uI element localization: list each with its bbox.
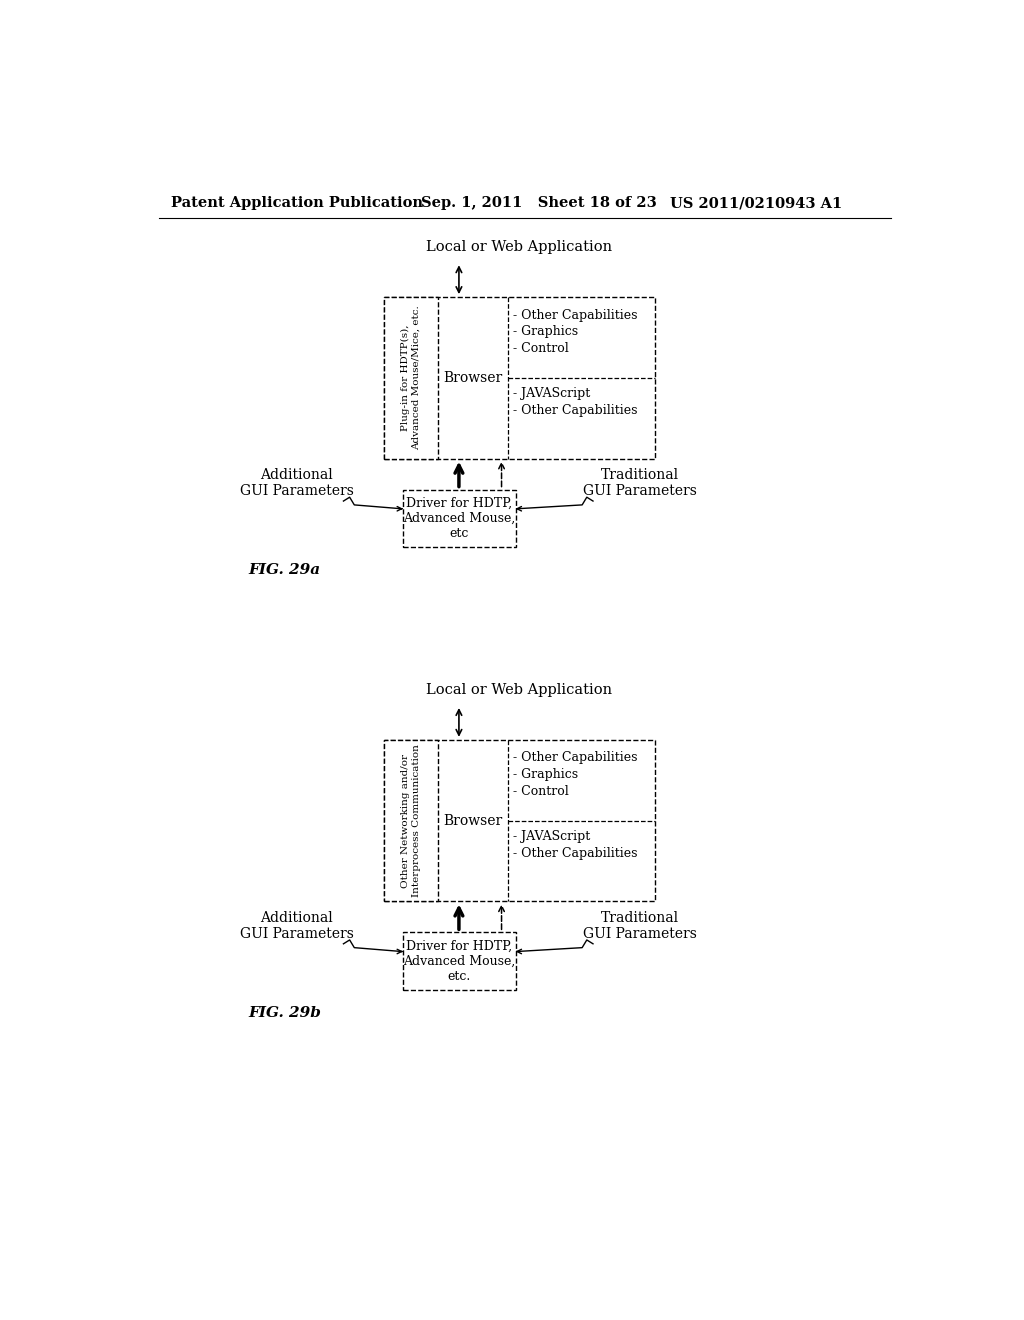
Text: US 2011/0210943 A1: US 2011/0210943 A1 bbox=[671, 197, 843, 210]
Text: Browser: Browser bbox=[443, 371, 503, 385]
Bar bbox=[403, 490, 515, 548]
Text: Local or Web Application: Local or Web Application bbox=[426, 682, 612, 697]
Text: Plug-in for HDTP(s),
Advanced Mouse/Mice, etc.: Plug-in for HDTP(s), Advanced Mouse/Mice… bbox=[401, 305, 421, 450]
Text: - Control: - Control bbox=[513, 785, 569, 799]
Text: - Graphics: - Graphics bbox=[513, 326, 579, 338]
Text: - JAVAScript: - JAVAScript bbox=[513, 387, 591, 400]
Bar bbox=[384, 739, 655, 902]
Text: - Other Capabilities: - Other Capabilities bbox=[513, 404, 638, 417]
Text: Additional
GUI Parameters: Additional GUI Parameters bbox=[240, 911, 354, 941]
Bar bbox=[384, 297, 655, 459]
Text: Browser: Browser bbox=[443, 813, 503, 828]
Bar bbox=[384, 739, 438, 902]
Text: Driver for HDTP,
Advanced Mouse,
etc.: Driver for HDTP, Advanced Mouse, etc. bbox=[403, 940, 515, 982]
Bar bbox=[403, 932, 515, 990]
Text: FIG. 29b: FIG. 29b bbox=[248, 1006, 321, 1020]
Text: Traditional
GUI Parameters: Traditional GUI Parameters bbox=[583, 469, 696, 498]
Text: - Other Capabilities: - Other Capabilities bbox=[513, 847, 638, 859]
Text: Traditional
GUI Parameters: Traditional GUI Parameters bbox=[583, 911, 696, 941]
Text: - Graphics: - Graphics bbox=[513, 768, 579, 781]
Text: - JAVAScript: - JAVAScript bbox=[513, 830, 591, 843]
Text: FIG. 29a: FIG. 29a bbox=[248, 564, 321, 577]
Text: Other Networking and/or
Interprocess Communication: Other Networking and/or Interprocess Com… bbox=[401, 744, 421, 898]
Text: Local or Web Application: Local or Web Application bbox=[426, 240, 612, 253]
Bar bbox=[384, 297, 438, 459]
Text: Additional
GUI Parameters: Additional GUI Parameters bbox=[240, 469, 354, 498]
Text: - Other Capabilities: - Other Capabilities bbox=[513, 751, 638, 764]
Text: Patent Application Publication: Patent Application Publication bbox=[171, 197, 423, 210]
Text: - Control: - Control bbox=[513, 342, 569, 355]
Text: Driver for HDTP,
Advanced Mouse,
etc: Driver for HDTP, Advanced Mouse, etc bbox=[403, 496, 515, 540]
Text: - Other Capabilities: - Other Capabilities bbox=[513, 309, 638, 322]
Text: Sep. 1, 2011   Sheet 18 of 23: Sep. 1, 2011 Sheet 18 of 23 bbox=[421, 197, 656, 210]
